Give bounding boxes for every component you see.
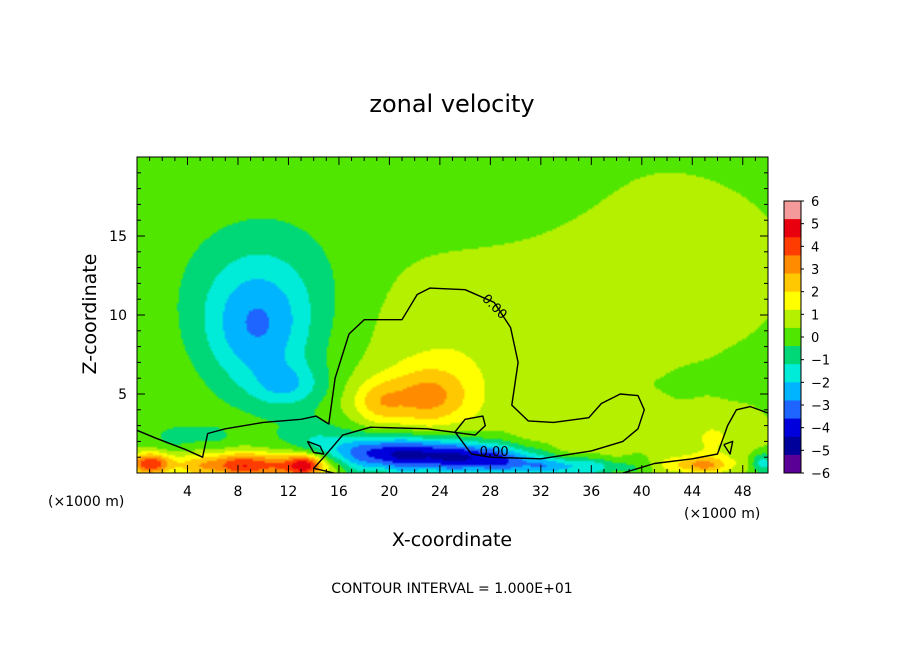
zero-contour-main <box>136 287 645 474</box>
colorbar-label: −4 <box>811 422 830 437</box>
x-tick-label: 4 <box>183 484 192 500</box>
colorbar-swatch <box>784 273 801 293</box>
colorbar-label: 5 <box>811 218 819 233</box>
colorbar-swatch <box>784 327 801 347</box>
axis-ticks <box>137 157 768 473</box>
colorbar-label: 3 <box>811 263 819 278</box>
colorbar-swatch <box>784 454 801 474</box>
x-tick-label: 12 <box>280 484 298 500</box>
y-tick-label: 10 <box>109 308 127 324</box>
contour-label: 0.00 <box>480 445 509 460</box>
x-units-right: (×1000 m) <box>684 506 760 522</box>
colorbar-swatch <box>784 255 801 274</box>
colorbar-label: −6 <box>811 467 830 482</box>
x-tick-label: 44 <box>683 484 701 500</box>
y-tick-label: 5 <box>118 387 127 403</box>
colorbar-swatch <box>784 309 801 329</box>
y-axis-label: Z-coordinate <box>79 254 101 375</box>
colorbar-swatch <box>784 237 801 256</box>
colorbar-swatch <box>784 382 801 401</box>
x-tick-label: 48 <box>734 484 752 500</box>
colorbar-swatch <box>784 346 801 365</box>
contour-interval-note: CONTOUR INTERVAL = 1.000E+01 <box>331 581 572 597</box>
colorbar-label: 6 <box>811 195 819 210</box>
colorbar-label: 1 <box>811 308 819 323</box>
contour-lines <box>136 287 769 474</box>
x-tick-label: 40 <box>633 484 651 500</box>
heatmap-field <box>137 157 768 473</box>
colorbar-swatch <box>784 201 801 220</box>
x-tick-labels: 4 8 12 16 20 24 28 32 36 40 44 48 <box>183 484 752 500</box>
colorbar-label: −1 <box>811 354 830 369</box>
zero-contour-island <box>306 440 325 455</box>
x-tick-label: 36 <box>582 484 600 500</box>
colorbar-label: −3 <box>811 399 830 414</box>
colorbar-label: 2 <box>811 286 819 301</box>
x-tick-label: 16 <box>330 484 348 500</box>
plot-area: 0.000.00 <box>136 156 769 474</box>
colorbar-label: −2 <box>811 376 830 391</box>
colorbar-swatch <box>784 418 801 438</box>
chart-title: zonal velocity <box>369 90 534 118</box>
y-tick-labels: 5 10 15 <box>109 229 127 403</box>
y-tick-label: 15 <box>109 229 127 245</box>
x-tick-label: 32 <box>532 484 550 500</box>
colorbar-swatch <box>784 364 801 383</box>
colorbar-swatch <box>784 219 801 238</box>
x-tick-label: 28 <box>481 484 499 500</box>
colorbar-label: 4 <box>811 240 819 255</box>
x-tick-label: 24 <box>431 484 449 500</box>
colorbar-swatch <box>784 436 801 456</box>
zero-contour-island <box>723 440 734 455</box>
x-axis-label: X-coordinate <box>392 529 512 551</box>
x-units-left: (×1000 m) <box>48 494 124 510</box>
colorbar-swatch <box>784 400 801 419</box>
colorbar-labels: 6 5 4 3 2 1 0 −1 −2 −3 −4 −5 −6 <box>811 195 830 482</box>
colorbar-label: 0 <box>811 331 819 346</box>
colorbar-label: −5 <box>811 444 830 459</box>
x-tick-label: 8 <box>233 484 242 500</box>
x-tick-label: 20 <box>380 484 398 500</box>
zero-contour-right <box>622 405 769 474</box>
colorbar-swatch <box>784 291 801 311</box>
colorbar <box>783 200 804 474</box>
